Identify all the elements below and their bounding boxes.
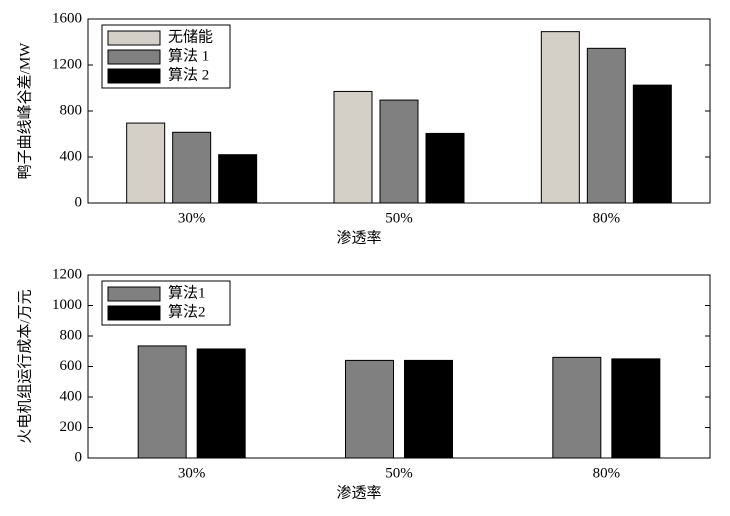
bar	[552, 356, 602, 459]
bar	[540, 31, 580, 204]
x-tick-label: 50%	[385, 465, 413, 481]
legend-label: 算法2	[168, 302, 206, 320]
bar	[218, 154, 258, 204]
legend-swatch	[107, 49, 161, 65]
legend-label: 算法 2	[168, 65, 209, 83]
bar	[172, 131, 212, 204]
y-tick-label: 1600	[52, 10, 82, 26]
x-tick-label: 80%	[593, 465, 621, 481]
x-tick-label: 80%	[593, 210, 621, 226]
y-tick-label: 200	[60, 419, 83, 435]
bar	[126, 122, 166, 204]
y-tick-label: 400	[60, 148, 83, 164]
axes-frame	[87, 274, 711, 459]
legend-swatch	[107, 68, 161, 84]
bar	[425, 132, 465, 204]
legend-swatch	[107, 286, 161, 302]
y-tick-label: 800	[60, 327, 83, 343]
x-tick-label: 30%	[178, 465, 206, 481]
legend-label: 无储能	[168, 28, 213, 45]
y-tick-label: 0	[75, 194, 83, 210]
y-axis-label: 火电机组运行成本/万元	[16, 289, 33, 443]
x-axis-label: 渗透率	[336, 229, 381, 246]
y-tick-label: 1000	[52, 297, 82, 313]
y-tick-label: 800	[60, 102, 83, 118]
bar	[379, 99, 419, 204]
x-tick-label: 30%	[178, 210, 206, 226]
bar	[196, 348, 246, 459]
bar	[632, 84, 672, 204]
x-tick-label: 50%	[385, 210, 413, 226]
axes-frame	[87, 18, 711, 204]
bar	[611, 358, 661, 459]
legend-swatch	[107, 30, 161, 46]
bar	[333, 90, 373, 204]
y-tick-label: 600	[60, 358, 83, 374]
x-axis-label: 渗透率	[336, 484, 381, 501]
bar	[137, 345, 187, 459]
bar	[404, 359, 453, 459]
bar	[345, 359, 394, 459]
y-tick-label: 0	[75, 449, 83, 465]
legend-swatch	[107, 305, 161, 321]
y-tick-label: 1200	[52, 266, 82, 282]
y-tick-label: 400	[60, 388, 83, 404]
y-tick-label: 1200	[52, 56, 82, 72]
bar	[586, 47, 626, 204]
legend-label: 算法1	[168, 283, 206, 301]
legend-label: 算法 1	[168, 46, 209, 64]
y-axis-label: 鸭子曲线峰谷差/MW	[16, 42, 33, 180]
